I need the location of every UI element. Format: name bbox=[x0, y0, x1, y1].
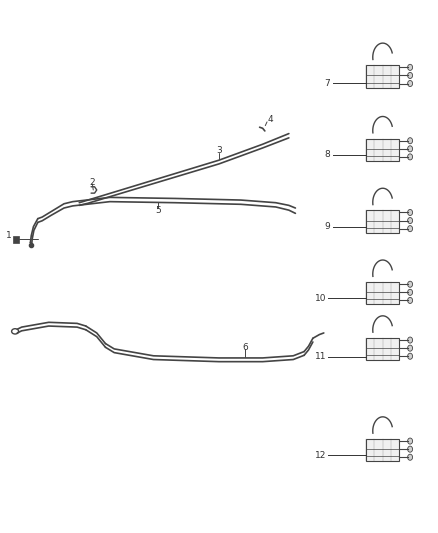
Circle shape bbox=[408, 154, 413, 160]
Text: 7: 7 bbox=[325, 78, 330, 87]
FancyBboxPatch shape bbox=[366, 139, 399, 161]
Circle shape bbox=[408, 281, 413, 287]
Text: 9: 9 bbox=[325, 222, 330, 231]
Circle shape bbox=[408, 345, 413, 351]
Text: 4: 4 bbox=[267, 115, 273, 124]
Circle shape bbox=[408, 297, 413, 303]
Circle shape bbox=[408, 446, 413, 452]
Circle shape bbox=[408, 209, 413, 215]
Circle shape bbox=[408, 146, 413, 152]
FancyBboxPatch shape bbox=[366, 282, 399, 304]
Circle shape bbox=[408, 138, 413, 144]
FancyBboxPatch shape bbox=[366, 211, 399, 233]
Text: 3: 3 bbox=[216, 146, 222, 155]
Circle shape bbox=[408, 217, 413, 224]
FancyBboxPatch shape bbox=[366, 66, 399, 87]
Circle shape bbox=[408, 64, 413, 70]
Circle shape bbox=[408, 80, 413, 86]
Text: 8: 8 bbox=[325, 150, 330, 159]
Text: 10: 10 bbox=[314, 294, 326, 303]
Text: 5: 5 bbox=[155, 206, 161, 215]
Circle shape bbox=[408, 454, 413, 461]
Bar bbox=[13, 236, 18, 243]
Text: 6: 6 bbox=[242, 343, 248, 352]
Circle shape bbox=[408, 72, 413, 78]
Circle shape bbox=[408, 337, 413, 343]
Text: 11: 11 bbox=[314, 352, 326, 361]
Circle shape bbox=[408, 438, 413, 444]
Text: 12: 12 bbox=[314, 451, 326, 460]
FancyBboxPatch shape bbox=[366, 338, 399, 360]
Circle shape bbox=[408, 225, 413, 232]
Text: 1: 1 bbox=[6, 231, 11, 240]
Text: 2: 2 bbox=[89, 178, 95, 187]
Circle shape bbox=[408, 289, 413, 295]
FancyBboxPatch shape bbox=[366, 439, 399, 461]
Circle shape bbox=[408, 353, 413, 359]
